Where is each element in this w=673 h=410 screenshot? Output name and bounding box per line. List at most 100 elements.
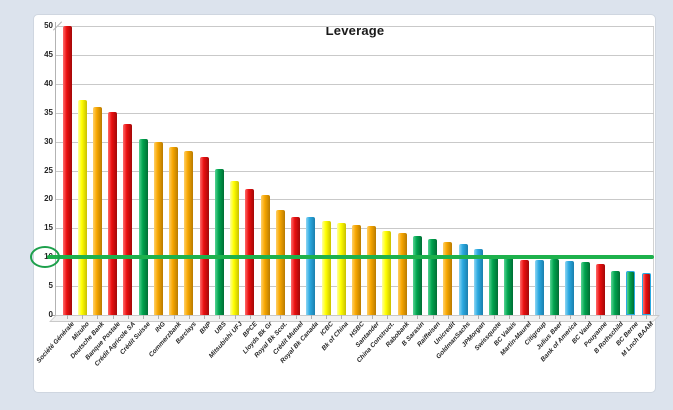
floor-3d-strip: [49, 315, 660, 322]
x-tick: [630, 315, 632, 319]
y-tick-label: 25: [44, 165, 53, 175]
highlight-ellipse-10: [30, 246, 60, 269]
y-tick-label: 20: [44, 194, 53, 204]
bar: [382, 230, 392, 315]
bar: [108, 111, 118, 315]
x-tick: [97, 315, 99, 319]
bar: [92, 106, 102, 315]
bar: [306, 216, 316, 315]
x-tick: [646, 315, 647, 319]
gridline: [56, 112, 654, 114]
x-tick: [615, 315, 617, 319]
gridline: [56, 141, 654, 143]
gridline: [56, 83, 654, 85]
bar: [565, 260, 575, 315]
bar: [412, 236, 422, 315]
bar: [611, 270, 621, 315]
x-tick: [508, 315, 510, 319]
y-tick-label: 50: [44, 21, 53, 30]
y-axis-line: [55, 22, 56, 315]
bar: [336, 223, 346, 315]
bar: [199, 156, 209, 315]
x-tick: [432, 315, 434, 319]
bar: [519, 259, 529, 315]
bar: [504, 256, 514, 315]
y-tick-label: 40: [44, 78, 53, 88]
x-tick: [310, 315, 312, 319]
bar: [580, 262, 590, 315]
x-tick: [447, 315, 449, 319]
x-tick: [158, 315, 160, 319]
bar: [169, 147, 179, 315]
bar: [214, 168, 224, 315]
x-tick: [356, 315, 358, 319]
bar: [428, 239, 438, 315]
bar: [62, 26, 72, 315]
gridline: [56, 199, 654, 201]
bar: [321, 221, 331, 315]
bar: [641, 273, 651, 315]
bar: [626, 270, 636, 315]
x-tick: [204, 315, 206, 319]
bar: [77, 99, 87, 315]
bar: [260, 194, 270, 315]
x-tick: [478, 315, 480, 319]
y-tick-label: 30: [44, 136, 53, 146]
x-tick: [112, 315, 114, 319]
bar: [550, 258, 560, 315]
x-tick: [417, 315, 419, 319]
chart-card: Leverage Société Générale Mizuho Deutsche …: [30, 14, 660, 393]
bar: [153, 141, 163, 315]
x-tick: [493, 315, 495, 319]
bar: [458, 243, 468, 315]
y-tick-label: 45: [44, 49, 53, 59]
x-tick: [67, 315, 68, 319]
reference-line-10: [47, 255, 654, 260]
y-tick-label: 0: [48, 310, 53, 319]
x-tick: [569, 315, 571, 319]
x-tick: [524, 315, 526, 319]
bar: [367, 226, 377, 315]
bar: [352, 225, 361, 315]
plot-area: [52, 21, 656, 316]
bar: [138, 138, 148, 315]
x-tick: [82, 315, 84, 319]
gridline: [56, 26, 654, 27]
x-tick: [539, 315, 541, 319]
bar: [275, 209, 285, 315]
x-tick: [600, 315, 602, 319]
bar: [489, 254, 499, 315]
x-tick: [554, 315, 556, 319]
x-tick: [585, 315, 587, 319]
x-tick: [371, 315, 373, 319]
bar: [534, 259, 544, 315]
gridline: [56, 54, 654, 56]
bar: [123, 124, 133, 315]
bar: [397, 232, 407, 315]
x-tick: [463, 315, 465, 319]
y-tick-label: 5: [48, 281, 53, 291]
x-tick: [173, 315, 175, 319]
x-tick: [295, 315, 297, 319]
bar: [184, 151, 194, 315]
y-tick-label: 15: [44, 223, 53, 233]
x-tick: [143, 315, 145, 319]
x-tick: [234, 315, 236, 319]
x-tick: [127, 315, 129, 319]
bar: [473, 248, 483, 315]
x-tick: [341, 315, 343, 319]
x-tick: [326, 315, 328, 319]
bar: [245, 189, 255, 315]
x-tick: [386, 315, 388, 319]
bar: [443, 242, 453, 315]
x-tick: [249, 315, 251, 319]
x-tick: [402, 315, 404, 319]
x-tick: [188, 315, 190, 319]
x-tick: [219, 315, 221, 319]
gridline: [56, 170, 654, 172]
x-tick: [265, 315, 267, 319]
x-tick: [280, 315, 282, 319]
bar: [291, 216, 301, 315]
bar: [595, 264, 605, 315]
